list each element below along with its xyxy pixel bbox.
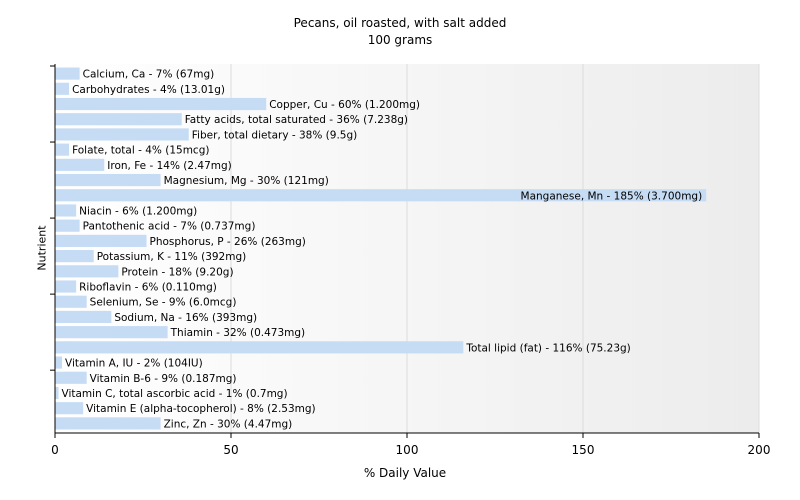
bar-label: Folate, total - 4% (15mcg) bbox=[72, 145, 209, 157]
x-axis-label: % Daily Value bbox=[363, 466, 447, 480]
bar-label: Vitamin E (alpha-tocopherol) - 8% (2.53m… bbox=[86, 403, 316, 415]
bar-label: Manganese, Mn - 185% (3.700mg) bbox=[521, 190, 703, 202]
chart-title: Pecans, oil roasted, with salt added bbox=[293, 16, 507, 30]
bar bbox=[55, 189, 707, 202]
bar-label: Magnesium, Mg - 30% (121mg) bbox=[164, 175, 329, 187]
bar bbox=[55, 341, 464, 354]
bar-label: Protein - 18% (9.20g) bbox=[121, 266, 233, 278]
chart-subtitle: 100 grams bbox=[367, 33, 433, 47]
bar bbox=[55, 219, 80, 232]
bar bbox=[55, 310, 112, 324]
bar-label: Fiber, total dietary - 38% (9.5g) bbox=[192, 129, 357, 141]
bar-label: Calcium, Ca - 7% (67mg) bbox=[83, 69, 215, 81]
bar-label: Vitamin B-6 - 9% (0.187mg) bbox=[90, 373, 237, 385]
bar-label: Potassium, K - 11% (392mg) bbox=[97, 251, 247, 263]
x-tick-label: 200 bbox=[748, 443, 771, 457]
bar bbox=[55, 113, 182, 126]
bar-label: Zinc, Zn - 30% (4.47mg) bbox=[164, 418, 293, 430]
bar bbox=[55, 128, 189, 141]
bar bbox=[55, 402, 84, 415]
bar-label: Pantothenic acid - 7% (0.737mg) bbox=[83, 221, 256, 233]
bar bbox=[55, 326, 168, 339]
bar bbox=[55, 295, 87, 308]
bar bbox=[55, 356, 63, 369]
bar bbox=[55, 280, 77, 293]
bar bbox=[55, 67, 80, 80]
bar bbox=[55, 250, 94, 263]
bar-label: Thiamin - 32% (0.473mg) bbox=[170, 327, 306, 339]
bar bbox=[55, 204, 77, 217]
x-tick-label: 100 bbox=[396, 443, 419, 457]
bar bbox=[55, 143, 70, 156]
bar-label: Fatty acids, total saturated - 36% (7.23… bbox=[185, 114, 408, 126]
bar bbox=[55, 265, 119, 278]
bar-label: Riboflavin - 6% (0.110mg) bbox=[79, 282, 217, 294]
bar-label: Selenium, Se - 9% (6.0mcg) bbox=[90, 297, 237, 309]
bar bbox=[55, 234, 147, 247]
bar bbox=[55, 417, 161, 430]
bar-label: Vitamin C, total ascorbic acid - 1% (0.7… bbox=[62, 388, 288, 400]
bar-label: Niacin - 6% (1.200mg) bbox=[79, 205, 197, 217]
bar-label: Iron, Fe - 14% (2.47mg) bbox=[107, 160, 231, 172]
bar bbox=[55, 97, 267, 111]
bar-label: Vitamin A, IU - 2% (104IU) bbox=[65, 358, 203, 370]
bar-label: Phosphorus, P - 26% (263mg) bbox=[150, 236, 306, 248]
bar-label: Sodium, Na - 16% (393mg) bbox=[114, 312, 257, 324]
bar bbox=[55, 173, 161, 187]
x-tick-label: 150 bbox=[572, 443, 595, 457]
x-tick-label: 0 bbox=[51, 443, 59, 457]
bar-label: Total lipid (fat) - 116% (75.23g) bbox=[465, 342, 630, 354]
y-axis-label: Nutrient bbox=[35, 225, 49, 271]
bar bbox=[55, 386, 59, 400]
bar-label: Copper, Cu - 60% (1.200mg) bbox=[269, 99, 420, 111]
bar-label: Carbohydrates - 4% (13.01g) bbox=[72, 84, 225, 96]
x-tick-label: 50 bbox=[223, 443, 238, 457]
bar bbox=[55, 371, 87, 384]
bar bbox=[55, 82, 70, 95]
bar bbox=[55, 158, 105, 171]
